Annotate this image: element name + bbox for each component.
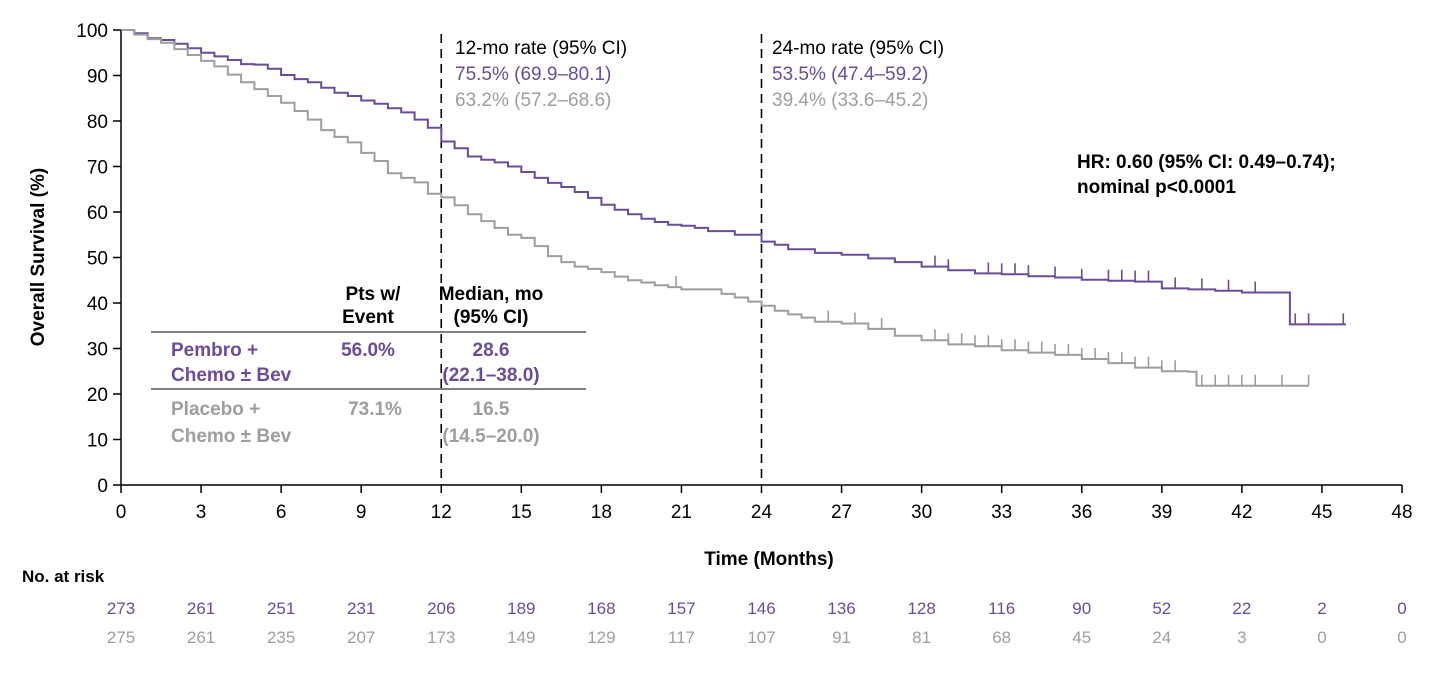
at-risk-pembro-3: 261 xyxy=(187,599,215,618)
at-risk-placebo-9: 207 xyxy=(347,628,375,647)
x-axis-ticks: 0 3 6 9 12 15 18 21 24 27 30 33 36 39 42 45 48 xyxy=(116,485,1413,523)
at-risk-pembro-33: 116 xyxy=(988,599,1015,618)
curve-placebo xyxy=(121,29,1309,387)
table-row-placebo-label2: Chemo ± Bev xyxy=(171,426,292,447)
hazard-ratio-text: HR: 0.60 (95% CI: 0.49–0.74); xyxy=(1077,152,1336,173)
x-tick-label-48: 48 xyxy=(1391,502,1412,523)
x-tick-label-15: 15 xyxy=(511,502,532,523)
rate12-placebo: 63.2% (57.2–68.6) xyxy=(455,90,611,111)
at-risk-pembro-48: 0 xyxy=(1397,599,1406,618)
y-axis-title: Overall Survival (%) xyxy=(28,168,49,346)
table-row-pembro-label1: Pembro + xyxy=(171,340,258,361)
x-tick-label-0: 0 xyxy=(116,502,127,523)
x-tick-label-36: 36 xyxy=(1071,502,1092,523)
at-risk-pembro-9: 231 xyxy=(347,599,375,618)
table-header-pts-line1: Pts w/ xyxy=(346,284,402,305)
at-risk-pembro-39: 52 xyxy=(1152,599,1171,618)
x-tick-label-45: 45 xyxy=(1311,502,1332,523)
at-risk-pembro-45: 2 xyxy=(1317,599,1326,618)
y-tick-label-30: 30 xyxy=(87,340,108,361)
censor-marks xyxy=(387,162,1345,386)
rate12-pembro: 75.5% (69.9–80.1) xyxy=(455,64,611,85)
x-tick-label-24: 24 xyxy=(751,502,773,523)
at-risk-pembro-24: 146 xyxy=(747,599,775,618)
x-tick-label-6: 6 xyxy=(276,502,287,523)
at-risk-pembro-18: 168 xyxy=(587,599,615,618)
x-tick-label-39: 39 xyxy=(1151,502,1172,523)
y-tick-label-20: 20 xyxy=(87,385,108,406)
at-risk-placebo-36: 45 xyxy=(1072,628,1091,647)
y-tick-label-50: 50 xyxy=(87,249,108,270)
table-row-pembro-label2: Chemo ± Bev xyxy=(171,365,292,386)
at-risk-pembro-0: 273 xyxy=(107,599,135,618)
summary-table: Pts w/ Event Median, mo (95% CI) Pembro … xyxy=(151,284,586,447)
y-axis-ticks: 0 10 20 30 40 50 60 70 80 90 100 xyxy=(76,21,121,497)
at-risk-placebo-0: 275 xyxy=(107,628,135,647)
at-risk-pembro-27: 136 xyxy=(827,599,855,618)
at-risk-placebo-21: 117 xyxy=(668,628,695,647)
table-header-median-line2: (95% CI) xyxy=(454,307,529,328)
rate24-title: 24-mo rate (95% CI) xyxy=(772,38,944,59)
y-tick-label-90: 90 xyxy=(87,67,108,88)
at-risk-pembro-15: 189 xyxy=(507,599,535,618)
at-risk-pembro-30: 128 xyxy=(907,599,935,618)
reference-lines xyxy=(440,34,763,485)
table-row-placebo-label1: Placebo + xyxy=(171,399,260,420)
at-risk-placebo-6: 235 xyxy=(267,628,295,647)
table-header-median-line1: Median, mo xyxy=(439,284,544,305)
rate24-pembro: 53.5% (47.4–59.2) xyxy=(772,64,928,85)
x-tick-label-9: 9 xyxy=(356,502,367,523)
at-risk-placebo-30: 81 xyxy=(912,628,931,647)
table-row-pembro-median: 28.6 xyxy=(473,340,510,361)
y-tick-label-70: 70 xyxy=(87,158,108,179)
at-risk-pembro-42: 22 xyxy=(1232,599,1251,618)
at-risk-placebo-39: 24 xyxy=(1152,628,1171,647)
rate12-title: 12-mo rate (95% CI) xyxy=(455,38,627,59)
x-tick-label-33: 33 xyxy=(991,502,1012,523)
x-axis-title: Time (Months) xyxy=(704,549,833,570)
at-risk-title: No. at risk xyxy=(22,567,105,586)
at-risk-placebo-3: 261 xyxy=(187,628,215,647)
at-risk-pembro-36: 90 xyxy=(1072,599,1091,618)
y-tick-label-40: 40 xyxy=(87,294,108,315)
at-risk-placebo-27: 91 xyxy=(832,628,851,647)
at-risk-pembro-12: 206 xyxy=(427,599,455,618)
y-tick-label-100: 100 xyxy=(76,21,108,42)
x-tick-label-42: 42 xyxy=(1231,502,1252,523)
at-risk-pembro-21: 157 xyxy=(667,599,695,618)
x-tick-label-27: 27 xyxy=(831,502,852,523)
table-row-placebo-ci: (14.5–20.0) xyxy=(442,426,539,447)
at-risk-table: 273 261 251 231 206 189 168 157 146 136 128 116 90 52… xyxy=(107,599,1407,647)
x-tick-label-18: 18 xyxy=(591,502,612,523)
x-tick-label-21: 21 xyxy=(671,502,692,523)
y-tick-label-0: 0 xyxy=(97,476,108,497)
table-row-pembro-pts: 56.0% xyxy=(341,340,395,361)
x-tick-label-30: 30 xyxy=(911,502,932,523)
table-header-pts-line2: Event xyxy=(342,307,394,328)
x-tick-label-12: 12 xyxy=(431,502,452,523)
table-row-pembro-ci: (22.1–38.0) xyxy=(442,365,539,386)
at-risk-placebo-18: 129 xyxy=(587,628,615,647)
table-row-placebo-median: 16.5 xyxy=(473,399,510,420)
rate24-placebo: 39.4% (33.6–45.2) xyxy=(772,90,928,111)
y-tick-label-60: 60 xyxy=(87,203,108,224)
y-tick-label-10: 10 xyxy=(87,431,108,452)
at-risk-placebo-33: 68 xyxy=(992,628,1011,647)
at-risk-placebo-48: 0 xyxy=(1397,628,1406,647)
at-risk-placebo-42: 3 xyxy=(1237,628,1246,647)
y-tick-label-80: 80 xyxy=(87,112,108,133)
x-tick-label-3: 3 xyxy=(196,502,207,523)
at-risk-placebo-12: 173 xyxy=(427,628,455,647)
at-risk-placebo-15: 149 xyxy=(507,628,535,647)
at-risk-pembro-6: 251 xyxy=(267,599,295,618)
table-row-placebo-pts: 73.1% xyxy=(348,399,402,420)
at-risk-placebo-24: 107 xyxy=(747,628,775,647)
at-risk-placebo-45: 0 xyxy=(1317,628,1326,647)
p-value-text: nominal p<0.0001 xyxy=(1077,177,1236,198)
